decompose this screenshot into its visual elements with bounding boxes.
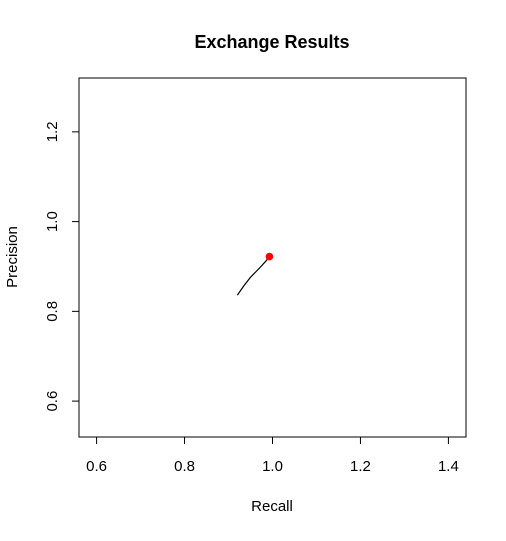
x-tick-label: 1.4 bbox=[438, 458, 459, 475]
y-axis: 0.6 0.8 1.0 1.2 bbox=[44, 121, 80, 412]
x-tick-label: 1.0 bbox=[262, 458, 283, 475]
series-line bbox=[236, 256, 270, 296]
y-tick-label: 0.6 bbox=[44, 391, 61, 412]
y-axis-label: Precision bbox=[4, 226, 21, 288]
chart-title: Exchange Results bbox=[194, 32, 349, 52]
series-layer bbox=[236, 252, 274, 296]
x-tick-label: 0.6 bbox=[86, 458, 107, 475]
highlight-point bbox=[265, 252, 274, 261]
y-tick-label: 1.2 bbox=[44, 121, 61, 142]
y-tick-label: 1.0 bbox=[44, 211, 61, 232]
x-tick-label: 0.8 bbox=[174, 458, 195, 475]
x-axis-label: Recall bbox=[251, 498, 293, 515]
x-tick-label: 1.2 bbox=[350, 458, 371, 475]
x-axis: 0.6 0.8 1.0 1.2 1.4 bbox=[86, 436, 459, 475]
y-tick-label: 0.8 bbox=[44, 301, 61, 322]
